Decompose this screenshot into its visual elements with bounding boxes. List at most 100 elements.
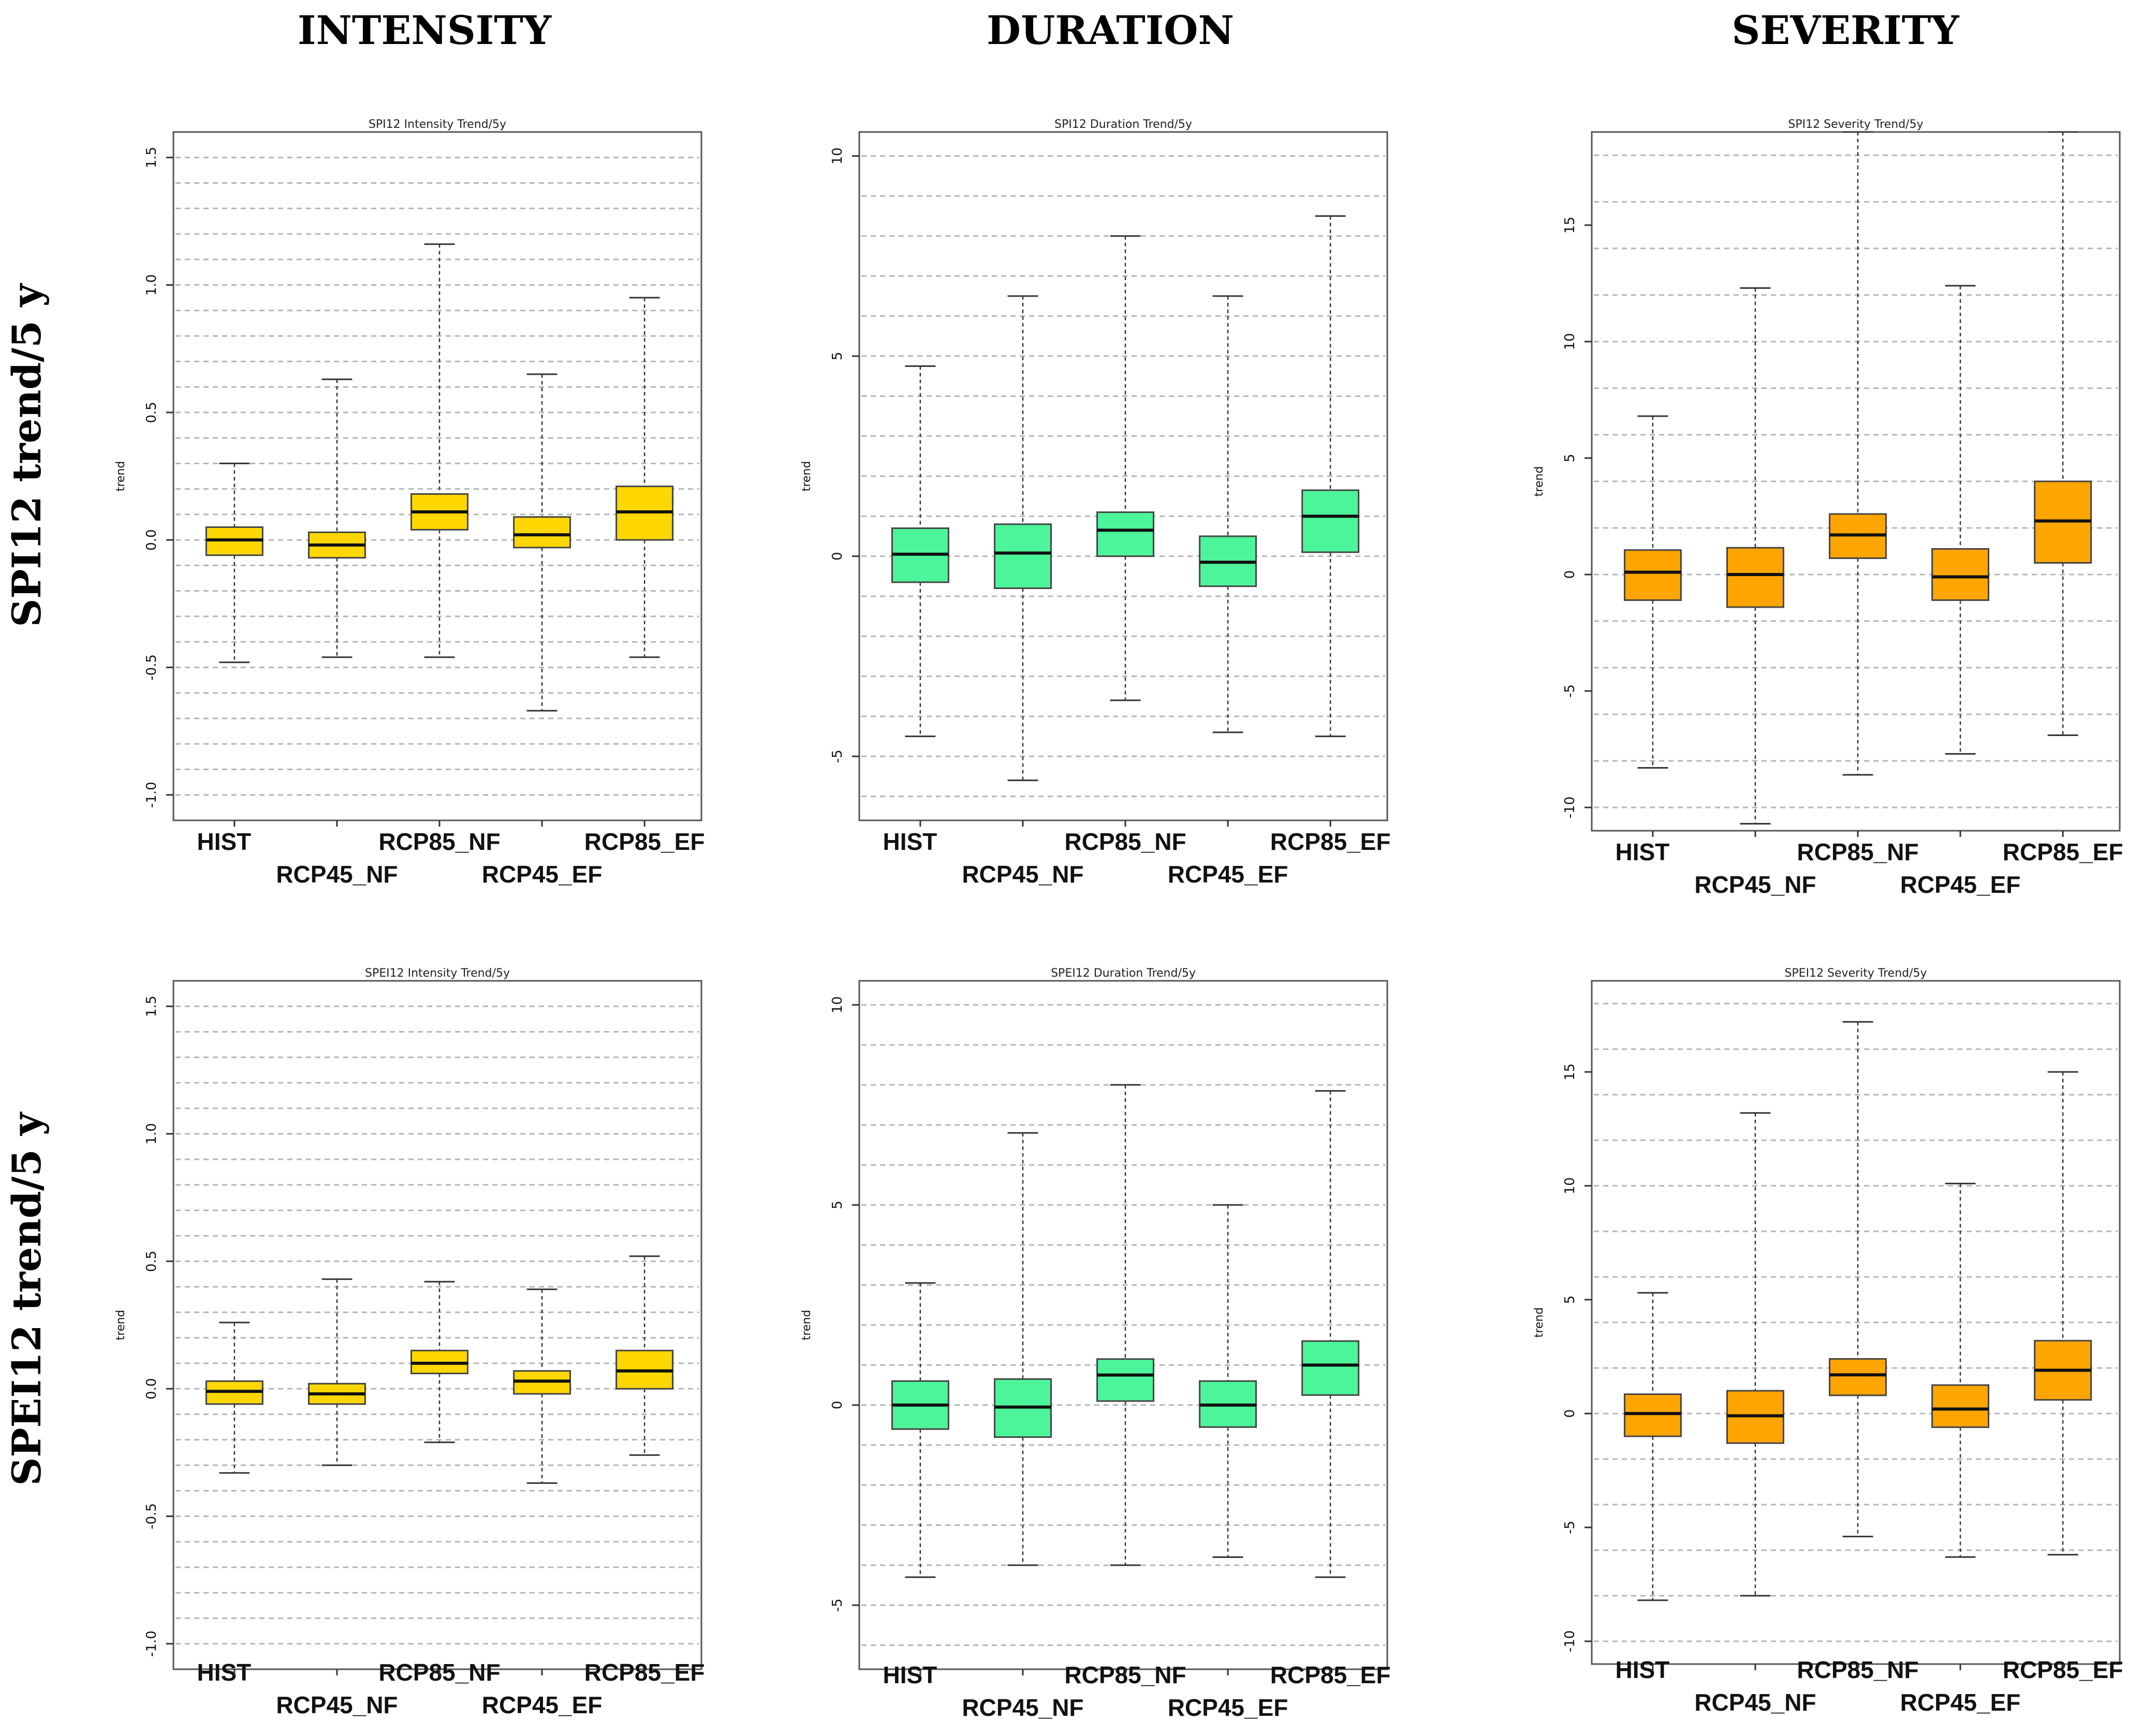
box-rcp85-nf: RCP85_NF [1797,1021,1919,1683]
boxplot-panel-4: SPEI12 Intensity Trend/5y -1.0 -0.5 0.0 0.5 1… [114,967,705,1718]
boxplot-panel-1: SPI12 Intensity Trend/5y -1.0 -0.5 0.0 0.5 1.… [114,118,705,888]
panel-title: SPI12 Intensity Trend/5y [369,118,506,131]
box-rcp85-ef: RCP85_EF [2003,1071,2123,1683]
box-rcp85-ef: RCP85_EF [1270,1090,1390,1688]
category-label: RCP45_EF [1168,1694,1288,1721]
y-tick-label: 5 [830,1201,845,1210]
box-rcp45-nf: RCP45_NF [962,295,1084,888]
category-label: RCP45_NF [276,861,398,888]
y-tick-label: -5 [1562,1521,1578,1534]
category-label: RCP85_NF [378,828,500,855]
boxplot-panel-3: SPI12 Severity Trend/5y -10 -5 0 5 10 15 trend H… [1533,118,2123,898]
y-tick-label: -10 [1562,797,1578,818]
y-tick-label: 0.5 [144,1250,159,1272]
plot-frame [172,980,702,1670]
row-header-spi12: SPI12 trend/5 y [4,283,50,627]
box-rcp45-nf: RCP45_NF [1694,1112,1816,1716]
y-tick-label: -1.0 [144,1630,159,1657]
y-tick-label: 5 [1562,454,1578,463]
y-tick-label: 10 [1562,333,1578,350]
y-tick-label: -5 [1562,684,1578,698]
panel-title: SPI12 Duration Trend/5y [1054,118,1192,131]
box-rcp45-ef: RCP45_EF [1168,1204,1288,1721]
category-label: HIST [197,1659,251,1686]
category-label: HIST [1615,838,1669,865]
iqr-box [1096,1358,1154,1402]
box-hist: HIST [1615,1292,1682,1683]
y-tick-label: 15 [1562,1063,1578,1080]
column-header-intensity: INTENSITY [298,7,552,53]
y-tick-label: 1.0 [144,1123,159,1144]
chart-panels: SPI12 Intensity Trend/5y -1.0 -0.5 0.0 0.5 1.… [114,118,2123,1721]
y-tick-label: -10 [1562,1630,1578,1652]
y-tick-label: 1.5 [144,147,159,168]
iqr-box [1931,548,1990,601]
y-tick-label: 5 [830,352,845,361]
box-rcp45-nf: RCP45_NF [276,1278,398,1718]
plot-frame [858,131,1388,821]
panel-title: SPEI12 Intensity Trend/5y [365,967,510,980]
y-tick-label: 10 [830,996,845,1013]
box-rcp45-ef: RCP45_EF [1900,1183,2021,1716]
column-header-duration: DURATION [987,7,1234,53]
category-label: HIST [883,1661,937,1688]
box-rcp85-ef: RCP85_EF [1270,215,1390,855]
y-axis-label: trend [114,1310,127,1341]
category-label: RCP85_NF [1797,838,1918,865]
iqr-box [1931,1384,1990,1428]
category-label: RCP45_EF [482,861,603,888]
y-tick-label: 0 [830,552,845,561]
category-label: RCP85_NF [1064,828,1186,855]
y-tick-label: -5 [830,749,845,763]
box-rcp85-nf: RCP85_NF [378,243,501,855]
panel-title: SPI12 Severity Trend/5y [1788,118,1923,131]
category-label: HIST [197,828,251,855]
category-label: RCP45_EF [482,1691,603,1718]
y-tick-label: -1.0 [144,782,159,808]
box-rcp45-nf: RCP45_NF [1694,287,1816,898]
y-axis-label: trend [114,461,127,492]
iqr-box [1829,1358,1887,1396]
y-axis-label: trend [1533,1307,1546,1338]
category-label: HIST [1615,1656,1669,1683]
y-tick-label: 1.5 [144,996,159,1017]
iqr-box [1623,549,1682,601]
boxplot-panel-6: SPEI12 Severity Trend/5y -10 -5 0 5 10 15 trend… [1533,967,2123,1716]
plot-frame [858,980,1388,1670]
y-tick-label: -0.5 [144,1503,159,1529]
iqr-box [993,523,1052,590]
y-tick-label: 15 [1562,216,1578,233]
box-hist: HIST [197,1321,263,1686]
y-tick-label: -0.5 [144,654,159,681]
box-rcp45-nf: RCP45_NF [962,1132,1084,1721]
category-label: RCP45_NF [276,1691,398,1718]
y-tick-label: 1.0 [144,274,159,296]
y-tick-label: 0 [1562,1409,1578,1418]
box-rcp85-ef: RCP85_EF [584,1255,705,1686]
iqr-box [1623,1393,1682,1437]
category-label: RCP45_EF [1900,1689,2021,1716]
y-tick-label: 0.0 [144,1378,159,1399]
category-label: HIST [883,828,937,855]
iqr-box [1301,489,1360,553]
category-label: RCP45_EF [1900,871,2021,898]
box-rcp45-ef: RCP45_EF [1900,285,2021,898]
panel-title: SPEI12 Duration Trend/5y [1051,967,1196,980]
box-rcp85-nf: RCP85_NF [1797,131,1919,865]
y-tick-label: 10 [1562,1177,1578,1194]
y-axis-label: trend [800,1310,813,1341]
column-header-severity: SEVERITY [1732,7,1959,53]
category-label: RCP45_NF [962,1694,1083,1721]
boxplot-panel-2: SPI12 Duration Trend/5y -5 0 5 10 trend HIST RC… [800,118,1390,888]
y-tick-label: 0 [1562,570,1578,579]
y-tick-label: 0.5 [144,402,159,423]
category-label: RCP85_EF [2003,838,2123,865]
y-tick-label: 5 [1562,1296,1578,1304]
y-tick-label: 0 [830,1401,845,1409]
plot-frame [1591,980,2121,1665]
boxplot-panel-5: SPEI12 Duration Trend/5y -5 0 5 10 trend HIST R… [800,967,1390,1721]
category-label: RCP45_NF [1694,1689,1816,1716]
box-rcp85-nf: RCP85_NF [378,1281,501,1686]
category-label: RCP45_EF [1168,861,1288,888]
box-hist: HIST [883,1282,949,1688]
